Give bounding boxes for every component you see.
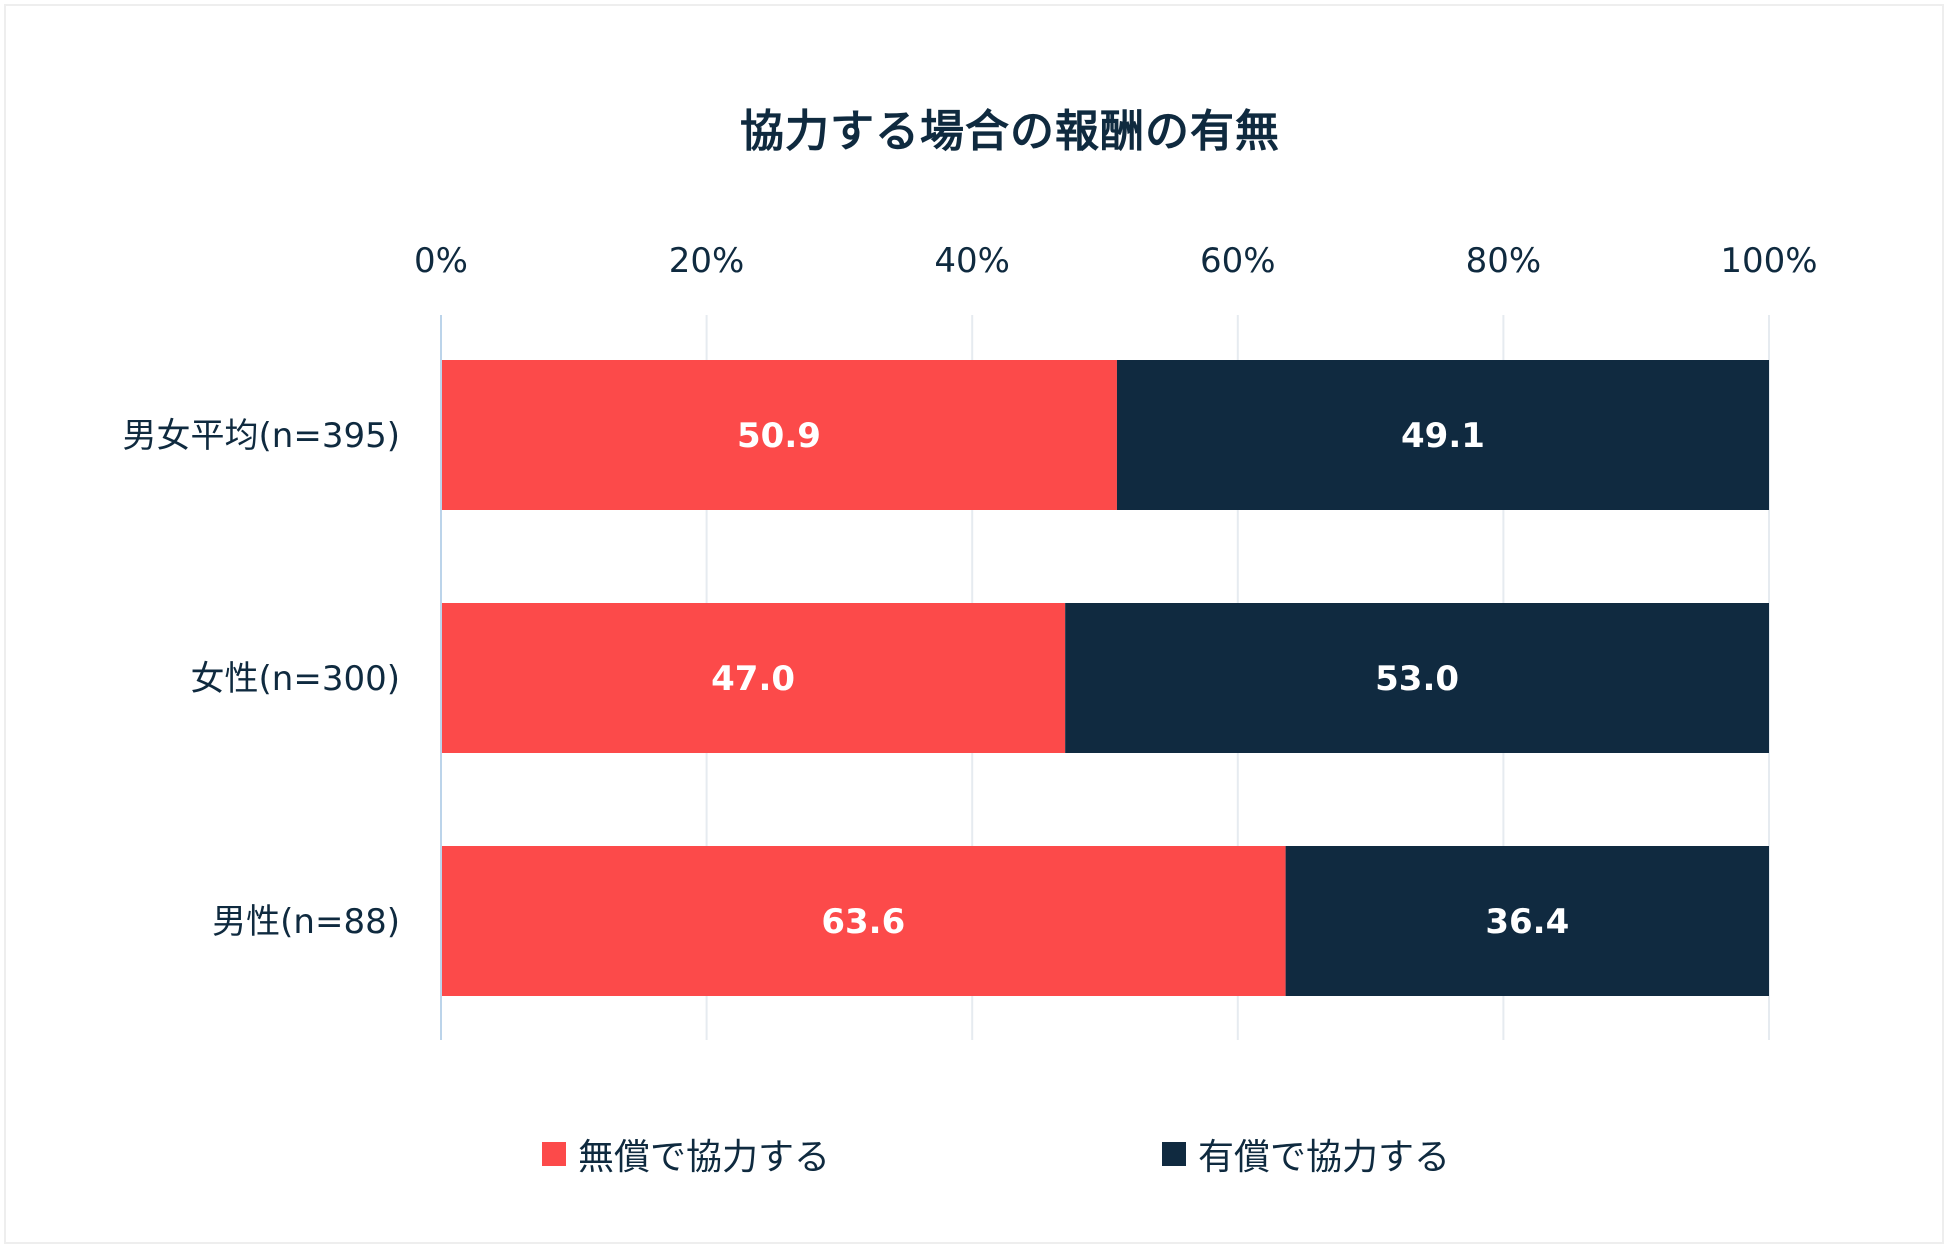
x-tick-label: 100%	[1720, 241, 1817, 281]
legend-swatch-unpaid	[542, 1142, 566, 1166]
bar-segment	[441, 846, 1286, 996]
bar-value-label: 47.0	[711, 659, 795, 699]
legend-label-paid: 有償で協力する	[1198, 1137, 1451, 1178]
x-tick-label: 60%	[1200, 241, 1276, 281]
x-tick-label: 80%	[1466, 241, 1542, 281]
bar-value-label: 53.0	[1375, 659, 1459, 699]
x-tick-label: 0%	[414, 241, 468, 281]
x-tick-label: 40%	[934, 241, 1010, 281]
bar-segment	[441, 603, 1066, 753]
bar-segment	[441, 360, 1117, 510]
bar-segment	[1285, 846, 1769, 996]
category-label: 男女平均(n=395)	[123, 416, 400, 456]
bar-value-label: 49.1	[1401, 416, 1485, 456]
category-label: 男性(n=88)	[212, 902, 400, 942]
bar-segment	[1116, 360, 1769, 510]
bar-value-label: 50.9	[737, 416, 821, 456]
legend-item-paid: 有償で協力する	[1162, 1128, 1450, 1180]
x-tick-label: 20%	[669, 241, 745, 281]
legend-label-unpaid: 無償で協力する	[578, 1137, 831, 1178]
bar-segment	[1065, 603, 1769, 753]
bar-value-label: 63.6	[821, 902, 905, 942]
legend-swatch-paid	[1162, 1142, 1186, 1166]
legend-item-unpaid: 無償で協力する	[542, 1128, 830, 1180]
bar-value-label: 36.4	[1485, 902, 1569, 942]
category-label: 女性(n=300)	[191, 659, 400, 699]
chart-title: 協力する場合の報酬の有無	[740, 106, 1280, 157]
